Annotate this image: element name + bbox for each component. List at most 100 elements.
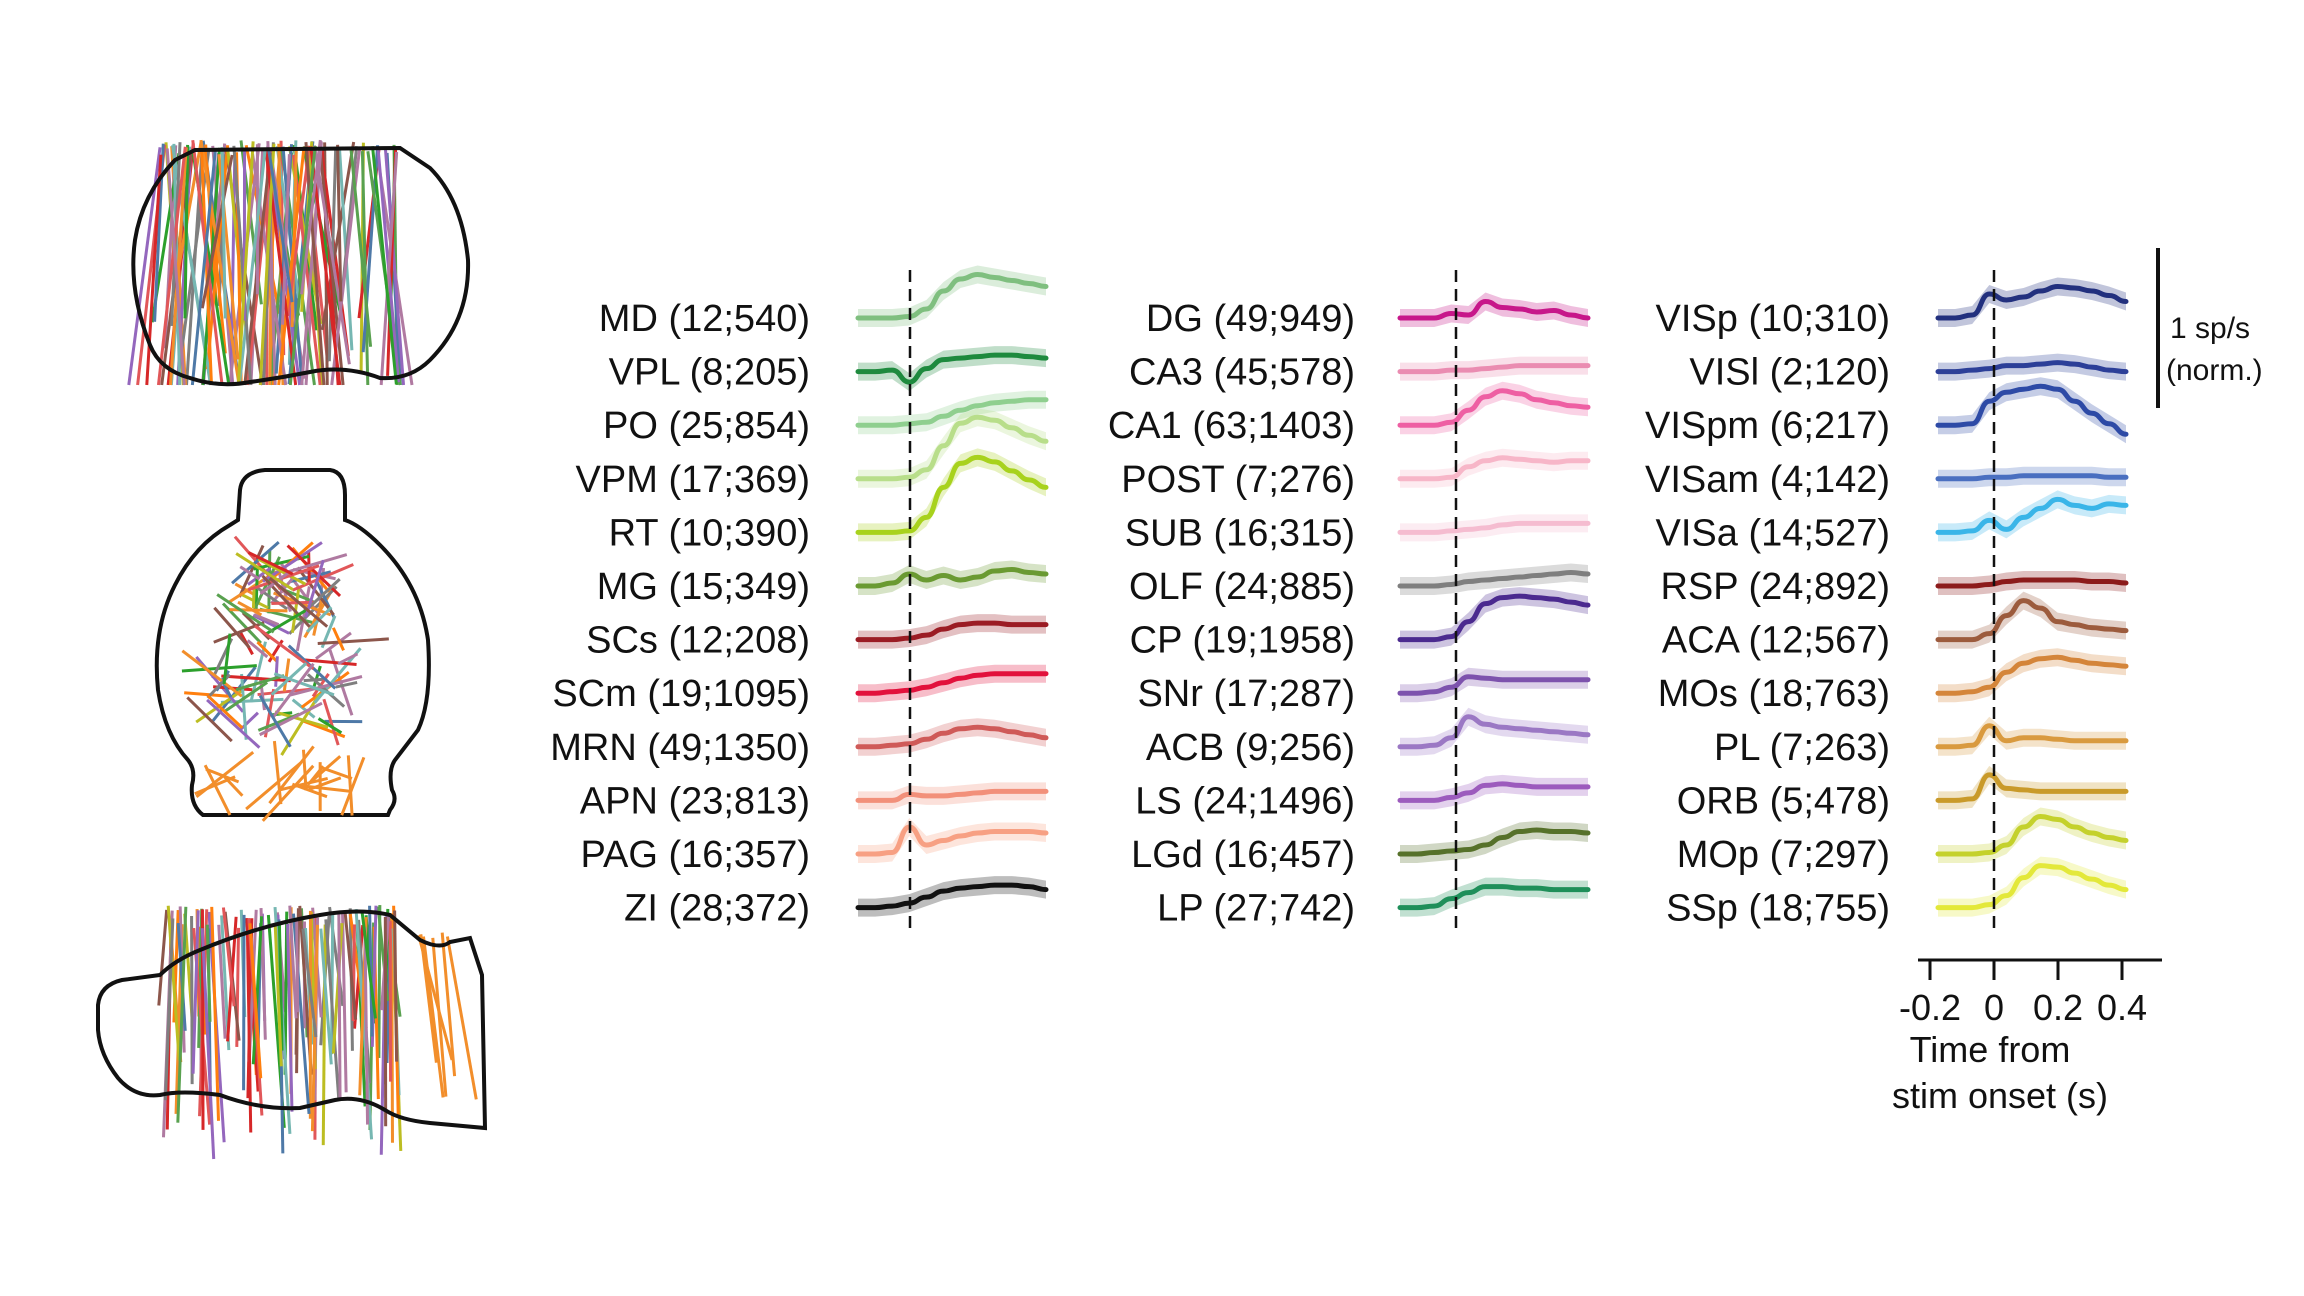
region-row-ls: LS (24;1496) [1135,774,1591,822]
probe-track [282,658,291,692]
dorsal-outline [154,468,431,817]
response-trace [855,271,1049,321]
region-label: LGd (16;457) [1131,834,1355,876]
response-trace [1935,654,2129,696]
region-label: VPM (17;369) [576,459,810,501]
region-label: MOs (18;763) [1658,673,1890,715]
coronal-outline [131,145,471,387]
probe-track [296,783,353,794]
probe-track [272,740,283,805]
response-trace [855,352,1049,385]
probe-track [322,698,340,746]
probe-track [251,587,256,609]
probe-track [257,557,307,586]
probe-track [206,698,261,749]
region-label: POST (7;276) [1121,459,1355,501]
region-label: PAG (16;357) [580,834,810,876]
region-label: CA3 (45;578) [1129,352,1355,394]
response-trace [855,788,1049,803]
probe-track [343,911,358,1020]
probe-track [431,937,448,1097]
probe-track [290,585,301,633]
response-trace [1397,388,1591,428]
region-row-visa: VISa (14;527) [1656,490,2129,554]
probe-track [186,696,233,743]
probe-track [277,149,306,386]
region-row-mrn: MRN (49;1350) [550,718,1049,769]
region-row-orb: ORB (5;478) [1677,765,2129,822]
brain-coronal-view [127,139,471,387]
probe-track [320,141,356,331]
probe-track [379,151,399,386]
probe-track [335,680,358,689]
region-row-snr: SNr (17;287) [1137,667,1591,715]
probe-track [291,698,316,719]
scale-bar: 1 sp/s (norm.) [2156,248,2263,408]
probe-track [268,576,329,628]
probe-track [281,154,291,325]
probe-track [272,662,315,718]
region-label: SSp (18;755) [1666,888,1890,930]
region-row-ca1: CA1 (63;1403) [1108,381,1591,447]
probe-track [166,905,181,1061]
region-label: MOp (7;297) [1677,834,1890,876]
probe-track [286,145,311,316]
response-trace [1397,455,1591,482]
trace-error-band [1400,667,1588,703]
probe-track [216,593,275,634]
region-row-pag: PAG (16;357) [580,818,1049,876]
probe-track [206,694,244,729]
probe-track [203,764,232,816]
probe-track [156,146,187,386]
trace-error-band [1400,877,1588,917]
trace-error-band [858,718,1046,756]
response-trace [1397,569,1591,589]
probe-track [223,681,269,713]
region-row-visp: VISp (10;310) [1656,277,2129,340]
probe-track [445,936,478,1100]
region-row-dg: DG (49;949) [1146,292,1591,340]
probe-track [288,585,338,635]
region-row-apn: APN (23;813) [580,780,1049,822]
probe-track [288,145,317,386]
response-trace [1935,473,2129,482]
probe-track [273,672,335,697]
trace-error-band [1938,765,2126,810]
response-trace [855,671,1049,696]
region-label: PL (7;263) [1714,727,1890,769]
probe-track [274,656,279,687]
probe-track [236,141,255,386]
response-trace [1935,383,2129,437]
probe-track [288,905,298,1019]
region-row-pl: PL (7;263) [1714,716,2129,769]
probe-track [268,745,315,805]
response-trace [855,454,1049,535]
probe-track [232,145,253,386]
probe-track [291,563,354,592]
probe-track [363,927,370,1125]
probe-track [184,691,231,698]
region-row-sub: SUB (16;315) [1125,512,1591,554]
probe-track [291,782,328,799]
probe-track [220,147,227,319]
response-trace [1935,813,2129,857]
region-label: RT (10;390) [609,512,810,554]
region-row-lp: LP (27;742) [1157,877,1591,930]
probe-track [302,658,357,666]
response-trace [1935,772,2129,803]
probe-track [210,906,220,1121]
region-row-aca: ACA (12;567) [1662,591,2129,662]
probe-track [205,924,212,1022]
probe-track [157,909,169,1006]
probe-track [181,664,257,673]
trace-error-band [1938,571,2126,595]
region-label: VISl (2;120) [1689,352,1890,394]
region-label: VISp (10;310) [1656,298,1890,340]
probe-track [258,694,292,748]
region-label: VISa (14;527) [1656,512,1890,554]
time-axis-tick-label: 0 [1984,987,2004,1028]
scale-bar-label-line2: (norm.) [2166,354,2263,387]
trace-error-band [1400,707,1588,756]
probe-track [383,149,406,386]
